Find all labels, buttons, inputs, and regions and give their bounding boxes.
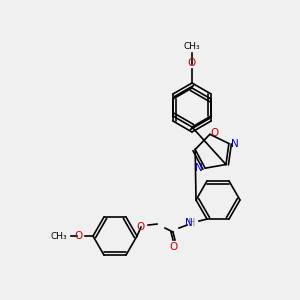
Text: O: O	[170, 242, 178, 252]
Text: O: O	[188, 58, 196, 68]
Text: H: H	[188, 218, 195, 228]
Text: N: N	[231, 139, 238, 148]
Text: O: O	[75, 231, 83, 241]
Text: O: O	[211, 128, 219, 138]
Text: N: N	[185, 218, 193, 228]
Text: O: O	[137, 222, 145, 232]
Text: CH₃: CH₃	[50, 232, 67, 241]
Text: CH₃: CH₃	[184, 42, 200, 51]
Text: N: N	[195, 163, 203, 173]
